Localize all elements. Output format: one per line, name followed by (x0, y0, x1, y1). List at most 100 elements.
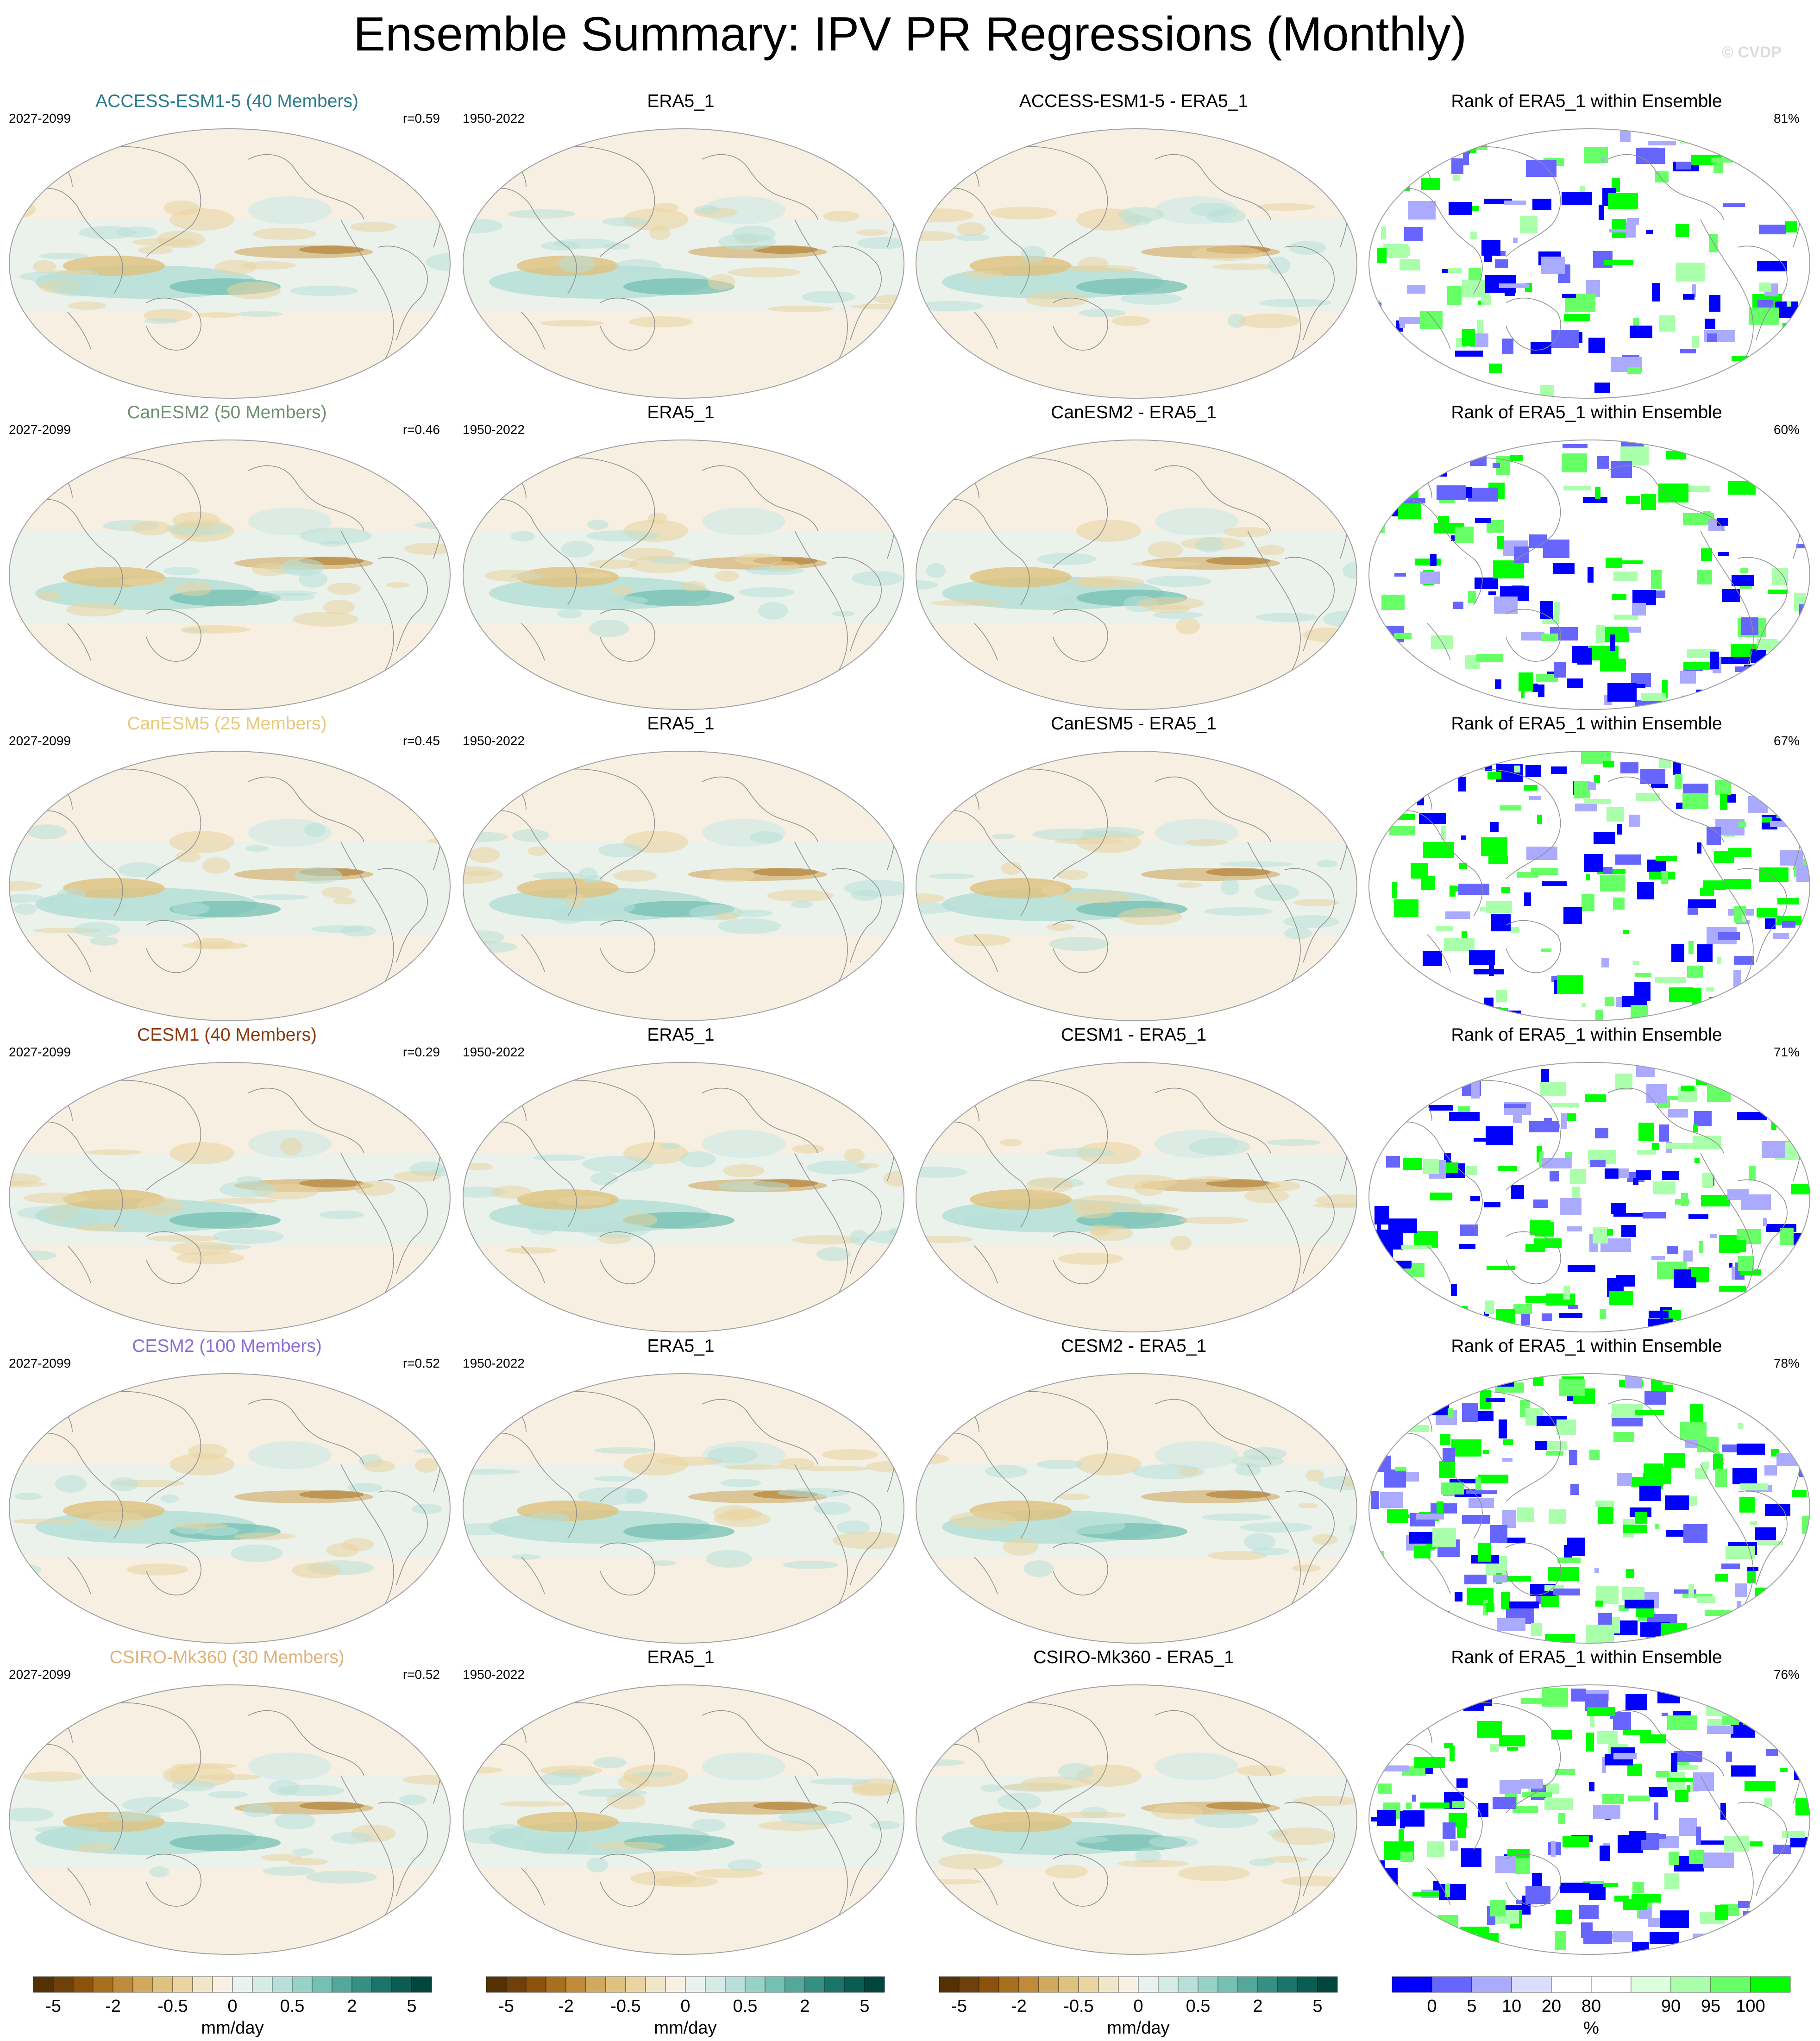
panel-row: CESM1 (40 Members) 2027-2099 r=0.29 ERA5_1 1… (0, 1024, 1820, 1335)
colorbar-swatch (1218, 1976, 1238, 1993)
pattern-correlation-label: r=0.45 (402, 734, 440, 748)
diff-panel: ACCESS-ESM1-5 - ERA5_1 (907, 90, 1361, 401)
colorbar-swatch (113, 1976, 133, 1993)
cvdp-watermark: © CVDP (1722, 44, 1782, 61)
precip-regression-map (9, 1373, 451, 1644)
colorbar-swatch (1471, 1976, 1512, 1993)
colorbar-swatch (1297, 1976, 1318, 1993)
colorbar-swatch (1392, 1976, 1432, 1993)
colorbar-tick-label: 0.5 (733, 1997, 758, 2016)
rank-panel-title: Rank of ERA5_1 within Ensemble (1451, 1336, 1722, 1356)
colorbar-swatch (645, 1976, 666, 1993)
colorbar-swatch (332, 1976, 352, 1993)
rank-panel: Rank of ERA5_1 within Ensemble 78% (1360, 1335, 1814, 1646)
diff-panel-title: CESM1 - ERA5_1 (1061, 1025, 1207, 1045)
colorbar-swatch (1038, 1976, 1059, 1993)
rank-percent-label: 76% (1773, 1667, 1800, 1682)
colorbar-tick-label: 5 (407, 1997, 416, 2016)
colorbar-tick-label: 0 (227, 1997, 237, 2016)
colorbar-swatch (864, 1976, 885, 1993)
precip-regression-map (9, 128, 451, 399)
colorbar-swatch (486, 1976, 507, 1993)
colorbar-swatch (585, 1976, 606, 1993)
panel-row: CSIRO-Mk360 (30 Members) 2027-2099 r=0.52 E… (0, 1646, 1820, 1957)
model-panel-title: CanESM5 (25 Members) (127, 714, 327, 734)
colorbar-tick-label: 95 (1701, 1997, 1720, 2016)
colorbar-swatch (53, 1976, 74, 1993)
rank-panel-title: Rank of ERA5_1 within Ensemble (1451, 402, 1722, 422)
colorbar-pr-3: -5 -2 -0.5 0 0.5 2 5 mm/day (935, 1976, 1388, 2041)
diff-panel: CanESM2 - ERA5_1 (907, 401, 1361, 712)
rank-map (1368, 440, 1810, 710)
colorbar-swatch (998, 1976, 1019, 1993)
rank-percent-label: 71% (1773, 1045, 1800, 1059)
colorbar-swatch (959, 1976, 979, 1993)
precip-regression-map (916, 440, 1357, 710)
colorbar-pr-1-unit: mm/day (201, 2018, 264, 2038)
colorbar-swatch (1118, 1976, 1139, 1993)
colorbar-swatch (1198, 1976, 1218, 1993)
colorbar-swatch (152, 1976, 173, 1993)
colorbar-rank-unit: % (1583, 2018, 1599, 2038)
obs-period-label: 1950-2022 (463, 1045, 525, 1059)
obs-period-label: 1950-2022 (463, 111, 525, 126)
colorbar-swatch (132, 1976, 153, 1993)
obs-panel-title: ERA5_1 (647, 1336, 715, 1356)
rank-panel: Rank of ERA5_1 within Ensemble 76% (1360, 1646, 1814, 1957)
diff-panel-title: CanESM5 - ERA5_1 (1051, 714, 1217, 734)
diff-panel-title: CSIRO-Mk360 - ERA5_1 (1033, 1647, 1234, 1667)
diff-panel-title: CESM2 - ERA5_1 (1061, 1336, 1207, 1356)
precip-regression-map (916, 1062, 1357, 1332)
rank-panel-title: Rank of ERA5_1 within Ensemble (1451, 1647, 1722, 1667)
colorbar-tick-label: 2 (800, 1997, 810, 2016)
obs-panel-title: ERA5_1 (647, 714, 715, 734)
colorbar-swatch (351, 1976, 372, 1993)
diff-panel: CanESM5 - ERA5_1 (907, 712, 1361, 1024)
rank-percent-label: 60% (1773, 422, 1800, 437)
precip-regression-map (916, 1684, 1357, 1955)
colorbar-tick-label: -5 (951, 1997, 967, 2016)
obs-panel: ERA5_1 1950-2022 (454, 1335, 908, 1646)
rank-map (1368, 751, 1810, 1021)
colorbar-tick-label: 2 (1253, 1997, 1262, 2016)
obs-panel-title: ERA5_1 (647, 1025, 715, 1045)
colorbar-pr-1: -5 -2 -0.5 0 0.5 2 5 mm/day (29, 1976, 483, 2041)
colorbar-swatch (804, 1976, 825, 1993)
model-panel: CanESM2 (50 Members) 2027-2099 r=0.46 (0, 401, 454, 712)
precip-regression-map (916, 128, 1357, 399)
model-period-label: 2027-2099 (9, 1356, 71, 1370)
obs-panel: ERA5_1 1950-2022 (454, 1646, 908, 1957)
obs-panel: ERA5_1 1950-2022 (454, 90, 908, 401)
colorbar-swatch (784, 1976, 805, 1993)
obs-period-label: 1950-2022 (463, 1667, 525, 1682)
colorbar-swatch (665, 1976, 686, 1993)
panel-row: CESM2 (100 Members) 2027-2099 r=0.52 ERA5_1… (0, 1335, 1820, 1646)
rank-panel: Rank of ERA5_1 within Ensemble 81% (1360, 90, 1814, 401)
obs-panel: ERA5_1 1950-2022 (454, 1024, 908, 1335)
colorbar-swatch (565, 1976, 586, 1993)
colorbar-swatch (1178, 1976, 1199, 1993)
model-panel: CSIRO-Mk360 (30 Members) 2027-2099 r=0.52 (0, 1646, 454, 1957)
colorbar-pr-3-swatches: -5 -2 -0.5 0 0.5 2 5 (939, 1976, 1338, 2016)
colorbar-swatch (1551, 1976, 1592, 1993)
colorbar-tick-label: -5 (498, 1997, 514, 2016)
precip-regression-map (9, 440, 451, 710)
model-period-label: 2027-2099 (9, 1045, 71, 1059)
colorbar-swatch (232, 1976, 253, 1993)
colorbar-tick-label: -2 (105, 1997, 121, 2016)
colorbar-swatch (1591, 1976, 1632, 1993)
precip-regression-map (463, 1373, 904, 1644)
panel-row: CanESM5 (25 Members) 2027-2099 r=0.45 ERA5_… (0, 712, 1820, 1024)
colorbar-swatch (1158, 1976, 1179, 1993)
colorbar-tick-label: 90 (1661, 1997, 1681, 2016)
colorbar-swatch (33, 1976, 54, 1993)
diff-panel-title: ACCESS-ESM1-5 - ERA5_1 (1019, 91, 1249, 111)
colorbar-tick-label: 0.5 (280, 1997, 305, 2016)
colorbar-swatch (939, 1976, 960, 1993)
rank-percent-label: 81% (1773, 111, 1800, 126)
model-period-label: 2027-2099 (9, 1667, 71, 1682)
colorbar-tick-label: -2 (558, 1997, 574, 2016)
precip-regression-map (463, 1062, 904, 1332)
rank-map (1368, 1373, 1810, 1644)
diff-panel-title: CanESM2 - ERA5_1 (1051, 402, 1217, 422)
